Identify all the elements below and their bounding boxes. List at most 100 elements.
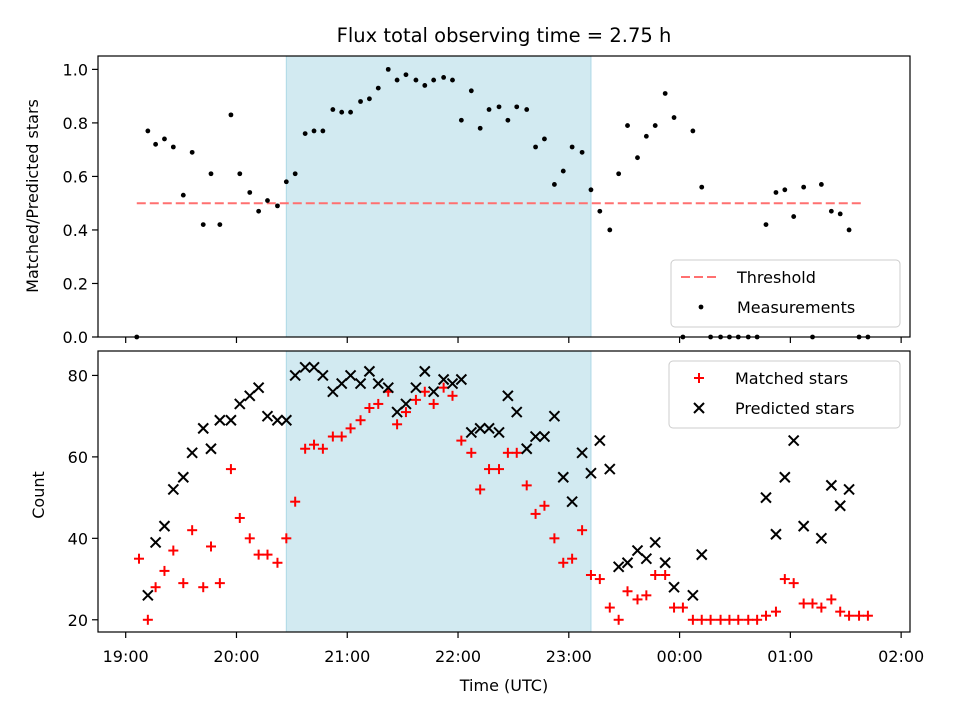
matched-stars-point [660,569,671,580]
predicted-stars-point-b [604,463,616,475]
matched-stars-point [272,557,283,568]
predicted-stars-point [344,369,357,382]
matched-stars-point [244,533,255,544]
predicted-stars-point-b [696,548,708,561]
predicted-stars-point-b [631,544,644,557]
measurements-point [616,171,622,177]
predicted-stars-point-b [455,373,468,386]
predicted-stars-point [158,520,171,532]
matched-stars-point [752,614,763,625]
matched-stars-point [373,398,384,409]
matched-stars-point [214,578,225,589]
predicted-stars-point [566,495,578,508]
predicted-stars-point [167,483,180,496]
measurements-point [431,77,437,83]
measurements-point [302,131,308,137]
measurements-point [348,109,353,115]
top-axes-frame [97,55,911,338]
top-y-tick-label: 0.6 [63,167,88,186]
matched-stars-point [225,464,236,475]
measurements-point [828,208,834,214]
matched-stars-point [816,602,827,613]
matched-stars-point [234,512,245,523]
matched-stars-point [168,545,179,556]
predicted-stars-point [815,532,828,545]
measurements-point [385,66,391,72]
x-tick-label: 01:00 [767,647,813,666]
predicted-stars-point-b [427,386,440,398]
measurements-point [458,117,464,123]
predicted-stars-point [687,589,699,602]
matched-stars-point [577,525,588,536]
top-legend-box [670,259,901,328]
predicted-stars-point-b [779,471,791,483]
measurements-point [265,198,270,203]
matched-stars-point [456,435,467,446]
measurements-point [228,112,234,118]
predicted-stars-point-b [640,552,653,565]
matched-stars-point [669,602,680,613]
predicted-stars-point-b [797,520,810,532]
measurements-point [643,133,649,139]
matched-stars-point [539,500,550,511]
top-y-tick-label: 0.4 [63,221,88,240]
matched-stars-point [355,415,366,426]
predicted-stars-point [825,479,838,492]
matched-stars-point [410,394,421,405]
matched-stars-point [558,557,569,568]
matched-stars-point [198,582,209,593]
predicted-stars-point [511,406,523,418]
bottom-y-axis-title: Count [29,471,48,519]
predicted-stars-point-b [843,483,855,496]
predicted-stars-point-b [344,369,357,382]
matched-stars-point [428,398,439,409]
predicted-stars-point [529,430,542,443]
matched-stars-point [142,614,153,625]
matched-stars-point [484,464,495,475]
predicted-stars-point-b [142,589,154,602]
measurements-point [375,85,381,91]
predicted-stars-point-b [668,581,680,593]
predicted-stars-point [621,557,634,569]
predicted-stars-point [149,536,162,549]
matched-stars-point [345,423,356,434]
predicted-stars-point [400,398,412,410]
measurements-point [450,77,455,83]
measurements-point [320,128,326,134]
measurements-point [422,83,428,88]
matched-stars-point [521,480,532,491]
predicted-stars-point-b [158,520,171,532]
predicted-stars-point [252,381,265,394]
predicted-stars-point-b [271,414,284,426]
predicted-stars-point-b [594,434,606,447]
predicted-stars-point [779,471,791,483]
top-y-tick-label: 0.8 [63,114,88,133]
matched-stars-point [281,533,292,544]
matched-stars-point [290,496,301,507]
predicted-stars-point-b [446,377,459,390]
matched-stars-point [696,614,707,625]
predicted-stars-point-b [760,491,772,504]
bottom-axes-frame [97,350,911,633]
measurements-point [597,208,603,214]
measurements-point [662,91,668,96]
predicted-stars-point [205,443,217,455]
predicted-stars-point-b [289,369,301,382]
x-tick-label: 02:00 [878,647,924,666]
measurements-point [782,187,788,193]
matched-stars-point [309,439,320,450]
matched-stars-point [724,614,735,625]
matched-stars-point [511,447,522,458]
matched-stars-point [178,578,189,589]
measurements-point [579,149,585,155]
predicted-stars-point-b [372,377,384,390]
bottom-y-tick-label: 20 [68,611,88,630]
predicted-stars-point [410,381,422,394]
predicted-stars-point [446,377,459,390]
top-observing-window-span [285,55,592,338]
measurements-point [237,171,243,177]
predicted-stars-point-b [834,500,846,512]
measurements-point [542,136,547,142]
predicted-stars-point [538,430,551,443]
predicted-stars-point [659,557,671,569]
